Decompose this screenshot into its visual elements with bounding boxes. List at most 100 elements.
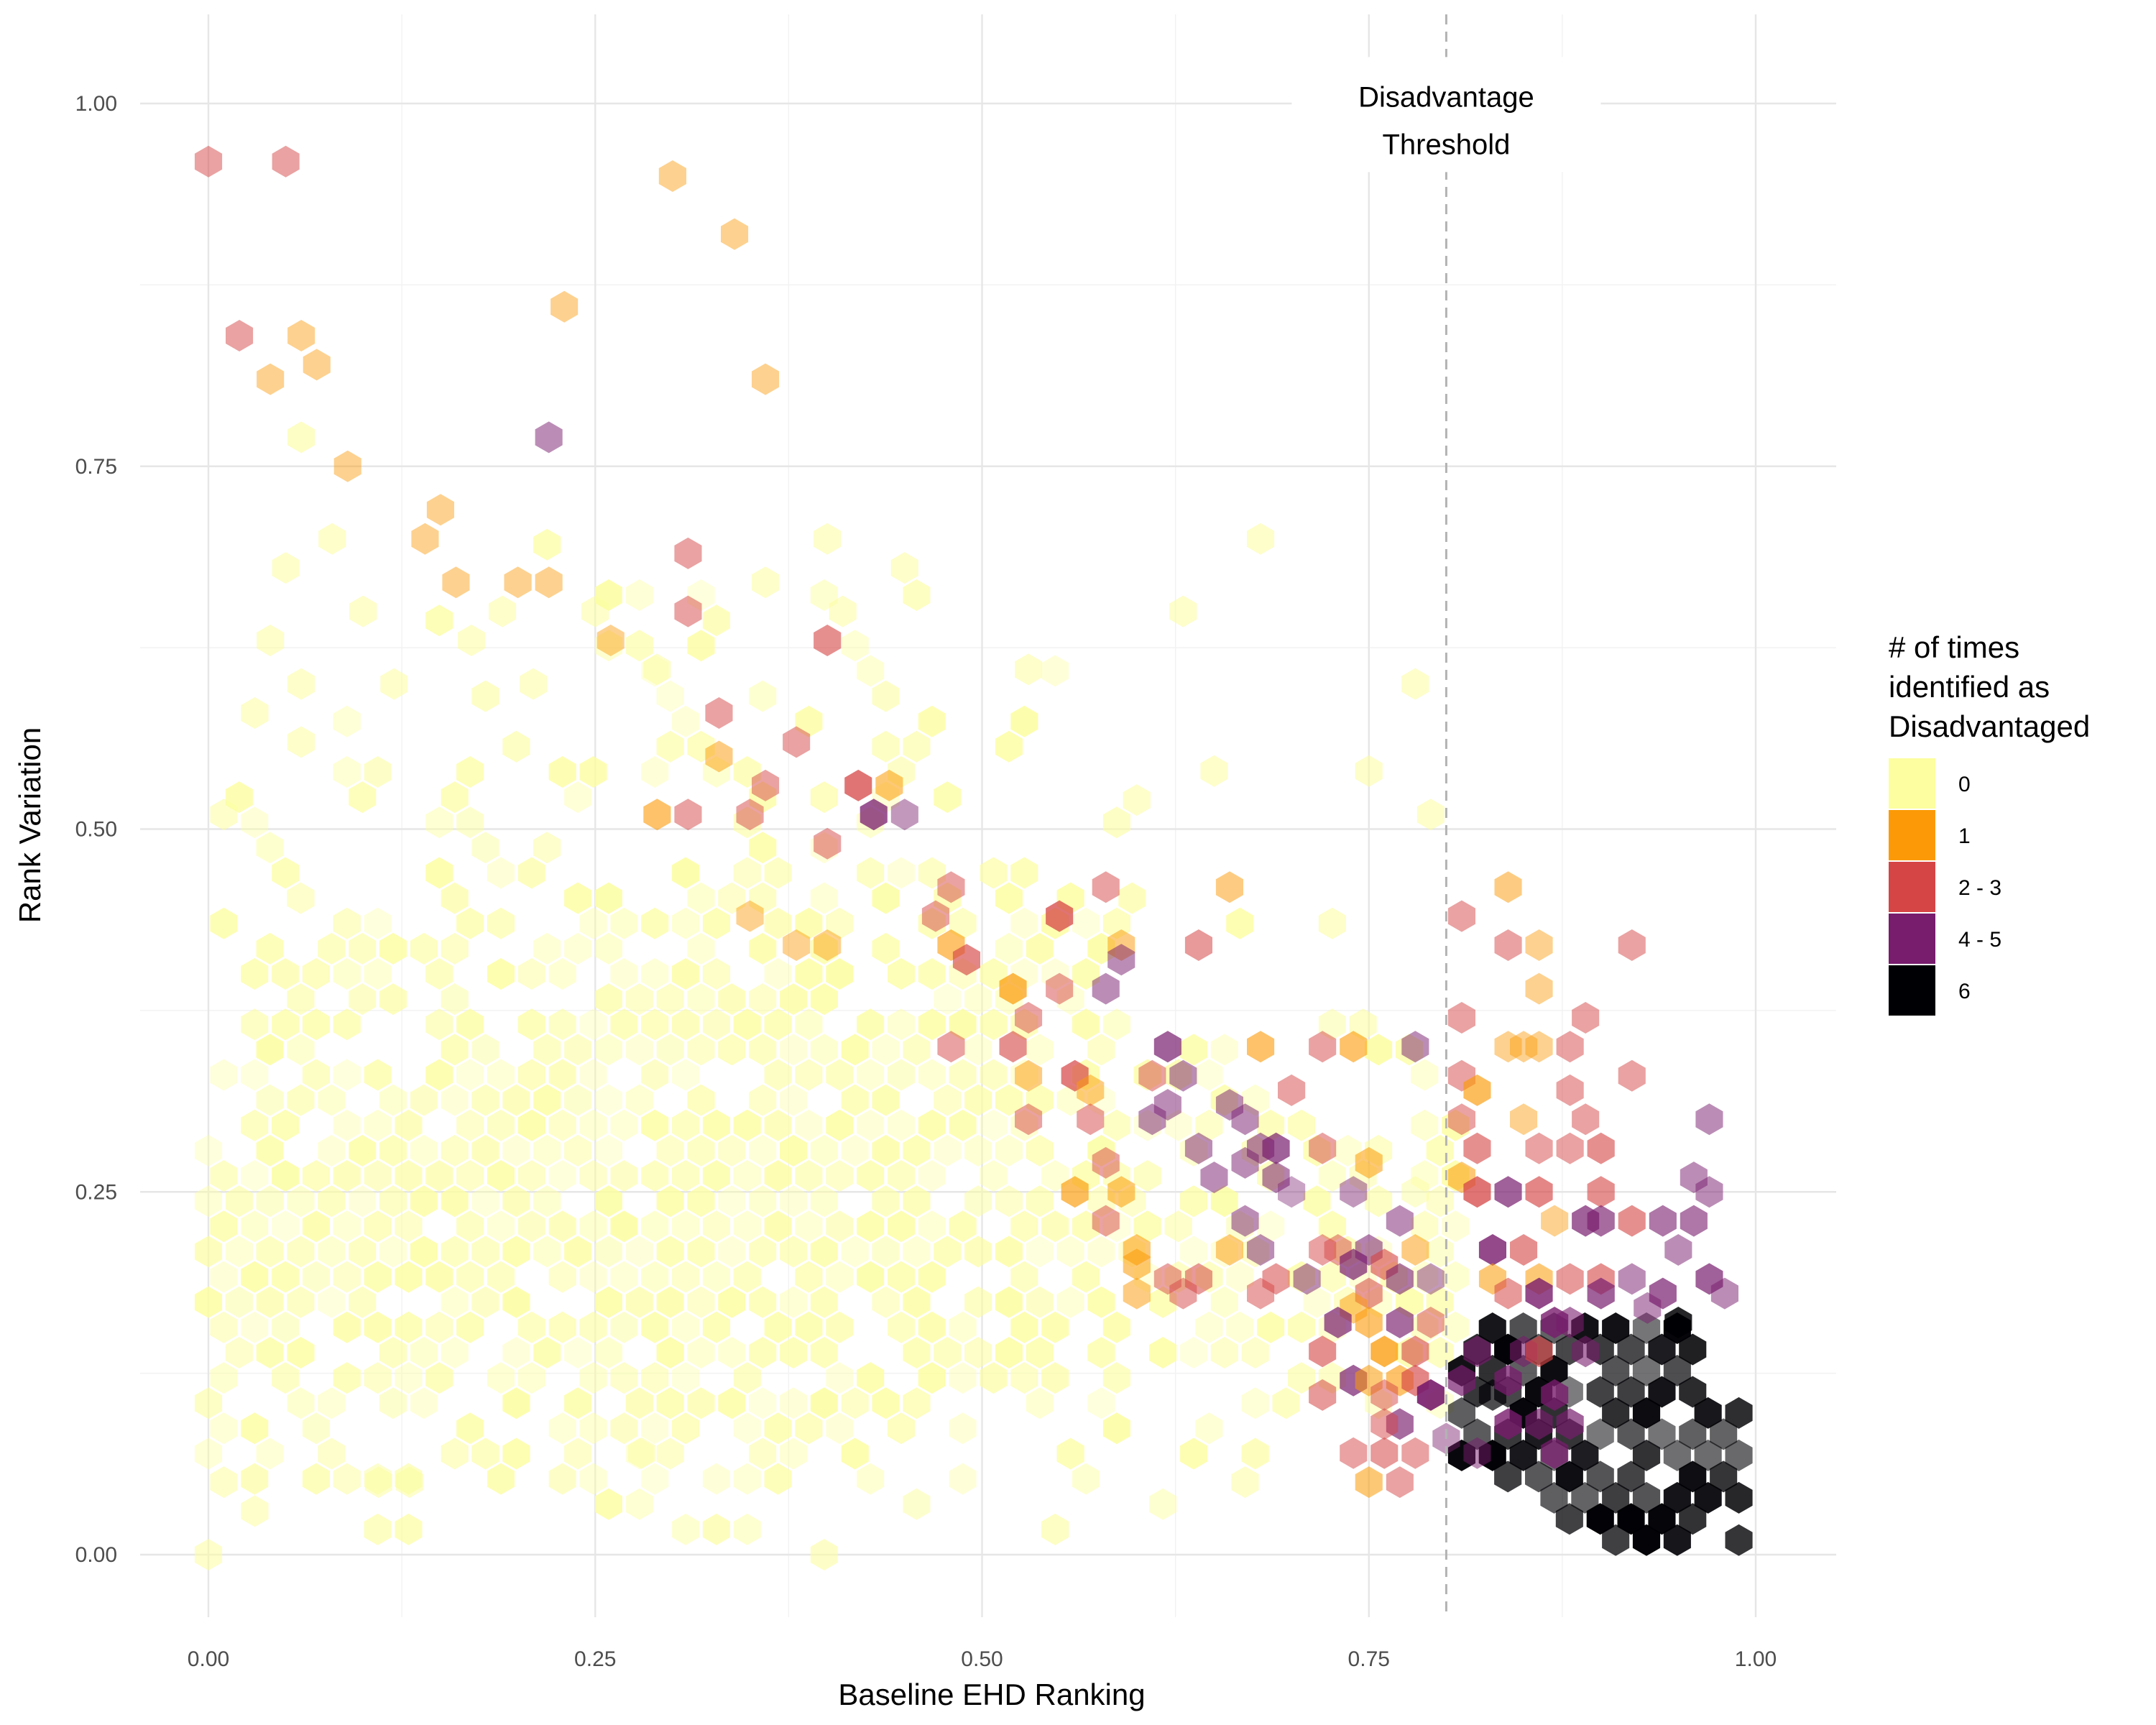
hex-cell [964,983,992,1016]
hex-cell [502,1387,530,1420]
hex-cell [1447,900,1475,932]
hex-cell [564,1337,592,1368]
hex-cell [949,1210,977,1243]
hex-cell [995,1337,1023,1368]
hex-cell [502,1134,530,1167]
hex-cell [890,552,918,584]
hex-cell [980,1362,1008,1394]
hex-cell [1632,1439,1661,1471]
hex-cell [364,1362,392,1394]
hex-cell [995,1236,1023,1268]
hex-cell [1164,1210,1192,1243]
hex-cell [1318,1261,1346,1293]
hex-cell [1087,1286,1115,1318]
hex-cell [764,1463,792,1495]
hex-cell [1041,1362,1069,1394]
hex-cell [1540,1355,1568,1386]
hex-cell [795,1412,823,1445]
hex-cell [903,1134,931,1167]
hex-cell [1478,1312,1506,1344]
hex-cell [441,1286,469,1318]
hex-cell [487,1261,515,1293]
hex-cell [1026,1236,1054,1268]
hex-cell [687,1387,715,1420]
hex-cell [872,1286,900,1318]
hex-cell [643,799,671,831]
hex-cell [1365,1185,1393,1218]
y-axis-title: Rank Variation [13,727,47,923]
hex-cell [333,1160,361,1192]
hex-cell [425,1008,453,1041]
hex-cell [672,857,700,889]
hex-cell [256,1337,284,1368]
hex-cell [610,1210,638,1243]
hex-cell [333,907,361,939]
hex-cell [287,320,315,351]
hex-cell [826,1412,854,1445]
hex-cell [814,625,842,656]
hex-cell [395,1513,423,1545]
hex-cell [1509,1312,1537,1344]
hex-cell [517,1109,545,1141]
hex-cell [1463,1074,1491,1106]
hex-cell [395,1466,423,1499]
hex-cell [272,552,300,584]
hex-cell [641,1109,669,1141]
hex-cell [764,1311,792,1343]
y-tick-label: 1.00 [75,92,117,116]
hex-cell [1046,900,1074,932]
hex-cell [888,1311,916,1343]
hex-cell [656,680,684,712]
hex-cell [1694,1481,1722,1514]
hex-cell [333,756,361,788]
y-tick-label: 0.00 [75,1543,117,1567]
hex-cell [1525,1132,1553,1164]
hex-cell [1648,1503,1676,1535]
hex-cell [1510,1103,1538,1136]
hex-cell [441,1438,469,1470]
hex-cell [918,1362,946,1394]
hex-cell [349,595,377,627]
hex-cell [1494,1031,1522,1063]
hex-cell [1309,1132,1337,1164]
hex-cell [780,1286,808,1318]
hex-cell [456,806,484,839]
hex-cell [1632,1355,1661,1386]
hex-cell [625,1236,653,1268]
hex-cell [641,756,669,788]
hex-cell [1587,1132,1615,1164]
hex-cell [594,1488,622,1520]
hex-cell [641,958,669,990]
hex-cell [949,1311,977,1343]
hex-cell [318,1185,346,1218]
hex-cell [736,900,764,932]
hex-cell [256,832,284,864]
hex-cell [610,907,638,939]
hex-cell [1072,907,1100,939]
hex-cell [1355,1466,1383,1499]
hex-cell [395,1311,423,1343]
hex-cell [888,958,916,990]
hex-cell [949,1008,977,1041]
hex-cell [1309,1335,1337,1368]
hex-cell [764,1008,792,1041]
hex-cell [1200,1162,1228,1194]
hex-cell [872,1185,900,1218]
hex-cell [1510,1031,1538,1063]
hex-cell [1463,1335,1491,1368]
hex-cell [795,1109,823,1141]
hex-cell [674,595,702,627]
hex-cell [1602,1397,1630,1429]
hex-cell [980,857,1008,889]
hex-cell [1340,1437,1368,1469]
hex-cell [687,1084,715,1116]
hex-cell [1401,1437,1429,1469]
hex-cell [964,1134,992,1167]
hex-cell [210,1311,238,1343]
hex-cell [579,1059,607,1091]
hex-cell [1447,1364,1475,1397]
hex-cell [1107,1176,1135,1208]
hex-cell [1318,1160,1346,1192]
hex-cell [1725,1481,1753,1514]
hex-cell [672,1261,700,1293]
